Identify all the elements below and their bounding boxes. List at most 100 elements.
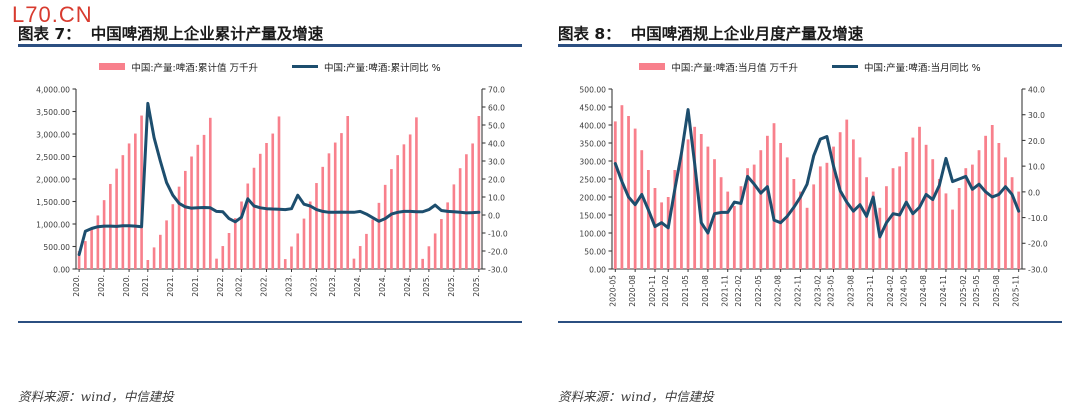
legend-label: 中国:产量:啤酒:累计同比 % [323,62,441,74]
svg-text:2025-05: 2025-05 [972,274,981,306]
figure-7-svg: 0.00 500.00 1,000.00 1,500.00 2,000.00 2,500.… [36,85,508,297]
legend-item-monthly-yoy: 中国:产量:啤酒:当月同比 % [831,60,981,74]
svg-text:2020-05: 2020-05 [608,274,617,306]
svg-text:3,000.00: 3,000.00 [36,130,70,139]
svg-text:2020.: 2020. [72,275,81,297]
svg-text:0.0: 0.0 [1028,188,1040,197]
svg-text:2021.: 2021. [141,275,150,297]
svg-text:30.0: 30.0 [1028,111,1045,120]
svg-text:-10.0: -10.0 [1028,213,1048,222]
svg-text:40.0: 40.0 [488,139,505,148]
svg-text:40.0: 40.0 [1028,85,1045,94]
svg-text:300.00: 300.00 [579,157,606,166]
svg-text:10.0: 10.0 [1028,162,1045,171]
figure-8-heading: 图表 8： 中国啤酒规上企业月度产量及增速 [558,0,1062,44]
svg-text:2024-02: 2024-02 [886,274,895,306]
svg-text:2023-11: 2023-11 [866,274,875,306]
svg-text:-20.0: -20.0 [1028,239,1048,248]
svg-text:2023.: 2023. [284,275,293,297]
figure-7-title: 中国啤酒规上企业累计产量及增速 [90,25,324,43]
svg-text:-10.0: -10.0 [488,229,508,238]
svg-text:2020.: 2020. [97,275,106,297]
svg-text:2020-08: 2020-08 [628,274,637,306]
svg-text:2021-05: 2021-05 [681,274,690,306]
svg-text:500.00: 500.00 [43,242,70,251]
svg-text:50.0: 50.0 [488,121,505,130]
svg-text:2021-08: 2021-08 [701,274,710,306]
svg-text:2024-11: 2024-11 [939,274,948,306]
svg-text:2025-08: 2025-08 [992,274,1001,306]
svg-text:2023-05: 2023-05 [827,274,836,306]
figure-7-heading: 图表 7： 中国啤酒规上企业累计产量及增速 [18,0,522,44]
svg-text:2022.: 2022. [216,275,225,297]
svg-text:20.0: 20.0 [488,175,505,184]
figure-panel-7: 图表 7： 中国啤酒规上企业累计产量及增速 中国:产量:啤酒:累计值 万千升 中… [18,0,522,404]
legend-label: 中国:产量:啤酒:当月同比 % [863,62,981,74]
figure-7-top-rule [18,44,522,47]
svg-text:2021-02: 2021-02 [661,274,670,306]
svg-text:-30.0: -30.0 [1028,265,1048,274]
svg-text:2021-11: 2021-11 [721,274,730,306]
svg-text:2,500.00: 2,500.00 [36,152,70,161]
svg-text:2024.: 2024. [353,275,362,297]
figure-7-label: 图表 7： [18,25,81,43]
svg-text:2025-11: 2025-11 [1012,274,1021,306]
svg-text:2025-02: 2025-02 [959,274,968,306]
figure-panel-8: 图表 8： 中国啤酒规上企业月度产量及增速 中国:产量:啤酒:当月值 万千升 中… [540,0,1080,417]
svg-text:3,500.00: 3,500.00 [36,107,70,116]
svg-text:2023.: 2023. [309,275,318,297]
figure-8-label: 图表 8： [558,25,621,43]
figure-7-source: 资料来源：wind，中信建投 [18,389,174,404]
figure-8-source: 资料来源：wind，中信建投 [558,389,714,404]
bar-swatch-icon [639,63,666,70]
svg-text:2025.: 2025. [472,275,481,297]
svg-text:2022.: 2022. [235,275,244,297]
svg-text:2023.: 2023. [328,275,337,297]
svg-text:450.00: 450.00 [579,103,606,112]
svg-text:2021.: 2021. [191,275,200,297]
figure-8-bottom-rule [558,320,1062,323]
svg-text:2023-02: 2023-02 [813,274,822,306]
svg-text:70.0: 70.0 [488,85,505,94]
figure-8-svg: 0.00 50.00 100.00 150.00 200.00 250.00 300.00 3… [579,85,1048,306]
svg-text:2020.: 2020. [122,275,131,297]
figure-8-plot: 0.00 50.00 100.00 150.00 200.00 250.00 300.00 3… [558,81,1062,321]
svg-text:2023-08: 2023-08 [846,274,855,306]
svg-text:100.00: 100.00 [579,229,606,238]
svg-text:2022-02: 2022-02 [734,274,743,306]
svg-text:1,000.00: 1,000.00 [36,220,70,229]
line-swatch-icon [831,64,858,69]
figure-8-title: 中国啤酒规上企业月度产量及增速 [630,25,864,43]
figure-8-top-rule [558,44,1062,47]
svg-text:60.0: 60.0 [488,103,505,112]
line-swatch-icon [291,64,318,69]
svg-text:20.0: 20.0 [1028,136,1045,145]
svg-text:2024-08: 2024-08 [919,274,928,306]
legend-label: 中国:产量:啤酒:累计值 万千升 [131,62,258,74]
svg-text:2025.: 2025. [447,275,456,297]
svg-text:2024.: 2024. [403,275,412,297]
svg-text:2022-05: 2022-05 [754,274,763,306]
svg-text:350.00: 350.00 [579,139,606,148]
svg-text:-20.0: -20.0 [488,247,508,256]
legend-label: 中国:产量:啤酒:当月值 万千升 [671,62,798,74]
svg-text:150.00: 150.00 [579,211,606,220]
svg-text:50.00: 50.00 [584,247,606,256]
legend-item-cumulative-value: 中国:产量:啤酒:累计值 万千升 [99,60,258,74]
svg-text:250.00: 250.00 [579,175,606,184]
svg-text:200.00: 200.00 [579,193,606,202]
svg-text:2024-05: 2024-05 [899,274,908,306]
svg-text:2025.: 2025. [422,275,431,297]
figure-7-bottom-rule [18,320,522,323]
svg-text:2022.: 2022. [260,275,269,297]
svg-text:0.00: 0.00 [589,265,606,274]
svg-text:-30.0: -30.0 [488,265,508,274]
svg-text:2021.: 2021. [166,275,175,297]
svg-text:1,500.00: 1,500.00 [36,197,70,206]
svg-text:2020-11: 2020-11 [648,274,657,306]
figure-7-plot: 0.00 500.00 1,000.00 1,500.00 2,000.00 2,500.… [18,81,522,321]
svg-text:2022-08: 2022-08 [774,274,783,306]
figure-8-legend: 中国:产量:啤酒:当月值 万千升 中国:产量:啤酒:当月同比 % [558,53,1062,81]
svg-text:10.0: 10.0 [488,193,505,202]
